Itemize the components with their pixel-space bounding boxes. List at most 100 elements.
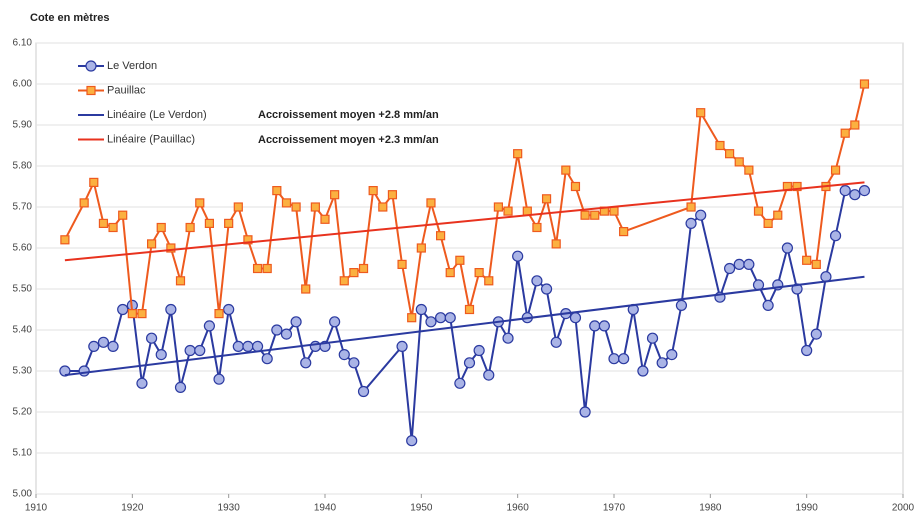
marker (598, 320, 610, 332)
marker (656, 357, 668, 369)
x-tick-label: 2000 (892, 503, 915, 514)
marker (156, 222, 166, 233)
marker (733, 258, 745, 270)
marker (686, 202, 696, 212)
marker (368, 186, 378, 196)
legend-label: Pauillac (107, 84, 146, 96)
series-line (64, 181, 865, 262)
marker (435, 312, 447, 324)
marker (590, 210, 600, 220)
series-line (64, 83, 866, 318)
y-tick-label: 6.00 (13, 79, 33, 90)
plot-area (35, 42, 904, 495)
y-tick-label: 5.50 (13, 284, 33, 295)
legend-label: Linéaire (Pauillac) (107, 133, 195, 145)
marker (251, 340, 264, 352)
marker (839, 185, 851, 197)
marker (454, 377, 466, 389)
marker (493, 202, 503, 212)
marker (88, 340, 100, 352)
marker (762, 299, 774, 311)
marker (320, 214, 330, 224)
legend-marker (85, 60, 97, 72)
marker (261, 353, 273, 365)
marker (763, 218, 773, 228)
marker (378, 202, 388, 212)
y-tick-label: 5.20 (13, 407, 33, 418)
marker (214, 309, 224, 319)
x-tick-label: 1940 (314, 503, 337, 514)
marker (551, 239, 561, 249)
marker (483, 369, 495, 381)
marker (734, 157, 744, 167)
marker (858, 185, 871, 197)
marker (743, 258, 755, 270)
marker (60, 235, 70, 245)
marker (425, 316, 437, 328)
marker (338, 349, 350, 361)
marker (830, 165, 841, 175)
marker (503, 206, 513, 216)
marker (357, 385, 370, 398)
marker (589, 320, 601, 332)
marker (223, 303, 235, 316)
y-tick-label: 5.10 (13, 448, 33, 459)
marker (396, 340, 408, 352)
marker (300, 357, 312, 369)
marker (484, 276, 494, 286)
marker (155, 349, 167, 361)
marker (801, 344, 813, 357)
marker (233, 202, 243, 212)
marker (416, 243, 426, 253)
y-tick-label: 5.30 (13, 366, 33, 377)
marker (502, 332, 514, 344)
x-tick-label: 1910 (25, 503, 48, 514)
marker (512, 250, 524, 262)
marker (252, 263, 263, 274)
marker (174, 381, 187, 393)
marker (666, 349, 678, 361)
annotation: Accroissement moyen +2.3 mm/an (258, 134, 439, 146)
marker (646, 332, 659, 344)
marker (618, 353, 630, 365)
x-tick-label: 1990 (796, 503, 819, 514)
marker (463, 357, 476, 369)
marker (829, 230, 842, 242)
legend-label: Linéaire (Le Verdon) (107, 109, 207, 121)
marker (349, 268, 359, 278)
marker (685, 217, 697, 229)
x-tick-label: 1970 (603, 503, 626, 514)
marker (165, 303, 177, 316)
annotation: Accroissement moyen +2.8 mm/an (258, 109, 439, 121)
marker (522, 206, 532, 216)
series-line (64, 275, 865, 377)
marker (213, 373, 225, 385)
y-tick-label: 5.60 (13, 243, 33, 254)
x-tick-label: 1950 (410, 503, 433, 514)
marker (723, 262, 736, 275)
marker (579, 406, 591, 418)
marker (540, 283, 553, 295)
marker (204, 218, 214, 228)
x-tick-label: 1980 (699, 503, 722, 514)
marker (436, 231, 446, 241)
marker (291, 202, 301, 212)
marker (329, 316, 341, 328)
marker (426, 198, 436, 208)
marker (753, 206, 764, 216)
marker (243, 235, 253, 245)
marker (271, 324, 283, 336)
marker (310, 202, 320, 212)
marker (474, 268, 484, 278)
marker (107, 340, 119, 352)
legend-label: Le Verdon (107, 60, 157, 72)
marker (232, 340, 244, 352)
marker (609, 206, 619, 216)
marker (108, 222, 118, 233)
marker (455, 255, 465, 265)
marker (513, 149, 523, 159)
marker (696, 108, 706, 118)
marker (859, 79, 870, 89)
marker (281, 198, 292, 208)
x-tick-label: 1960 (507, 503, 530, 514)
